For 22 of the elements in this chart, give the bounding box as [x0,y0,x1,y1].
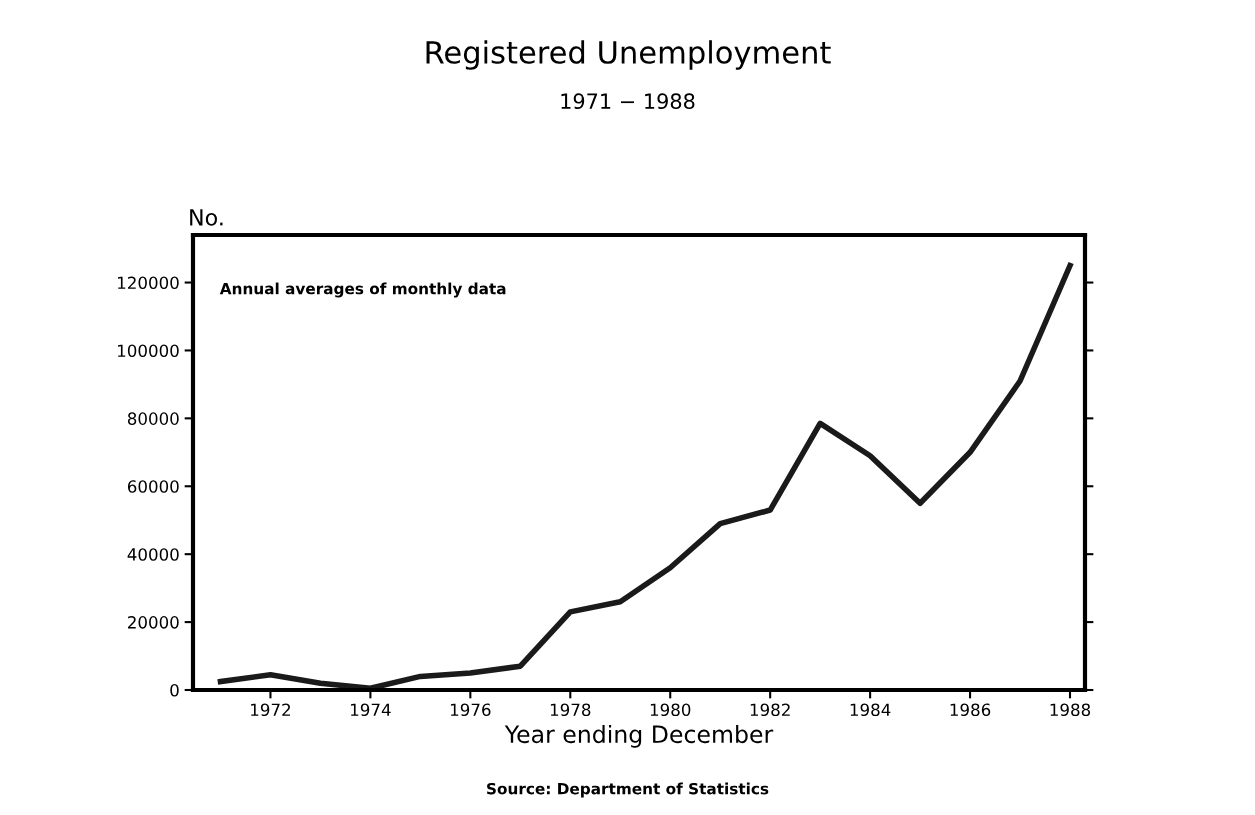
x-tick-label: 1980 [650,703,691,717]
x-tick-label: 1988 [1050,703,1091,717]
source-note: Source: Department of Statistics [487,782,769,798]
y-tick-label: 20000 [128,616,179,629]
y-tick-label: 80000 [127,412,179,425]
y-tick-label: 120000 [118,276,179,290]
x-tick-label: 1978 [550,703,591,717]
x-tick-label: 1972 [251,703,290,717]
y-tick-label: 40000 [127,548,179,561]
y-tick-label: 60000 [127,480,179,493]
chart-subtitle: 1971 − 1988 [561,93,695,110]
x-tick-label: 1974 [351,703,391,717]
x-tick-label: 1986 [950,703,991,717]
x-tick-label: 1984 [850,703,891,717]
x-tick-label: 1982 [750,703,790,717]
chart-title: Registered Unemployment [426,40,831,70]
annotation: Annual averages of monthly data [219,282,506,298]
y-tick-label: 100000 [118,344,179,358]
x-axis-title: Year ending December [504,724,774,748]
y-tick-label: 0 [170,683,179,697]
y-axis-title: No. [190,209,223,226]
x-tick-label: 1976 [450,703,491,717]
